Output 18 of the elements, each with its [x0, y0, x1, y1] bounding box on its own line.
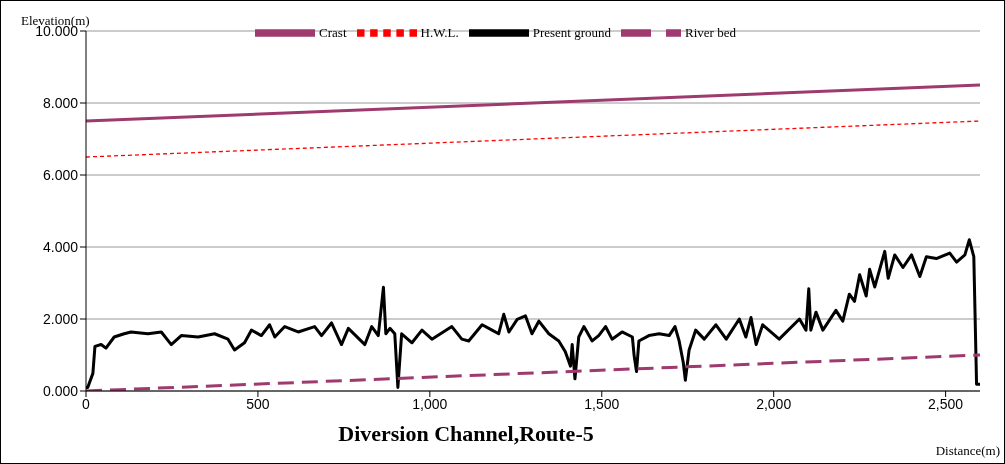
- x-tick-label: 0: [82, 395, 91, 412]
- x-tick-label: 1,500: [584, 395, 620, 412]
- x-tick-label: 2,000: [756, 395, 792, 412]
- legend-label: River bed: [685, 24, 736, 40]
- legend-label: Present ground: [532, 24, 612, 40]
- x-tick-label: 500: [246, 395, 270, 412]
- y-tick-label: 6.000: [42, 166, 79, 183]
- y-tick-label: 8.000: [42, 94, 79, 111]
- x-axis-title: Distance(m): [935, 443, 1000, 459]
- y-tick-label: 0.000: [42, 382, 79, 399]
- y-tick-label: 4.000: [42, 238, 79, 255]
- text: Diversion Channel,Route-5: [337, 421, 595, 447]
- legend-label: Crast: [319, 24, 347, 40]
- x-tick-label: 2,500: [928, 395, 964, 412]
- legend-label: H.W.L.: [420, 24, 459, 40]
- y-tick-label: 2.000: [42, 310, 79, 327]
- x-tick-label: 1,000: [412, 395, 448, 412]
- y-axis-title: Elevation(m): [21, 13, 90, 28]
